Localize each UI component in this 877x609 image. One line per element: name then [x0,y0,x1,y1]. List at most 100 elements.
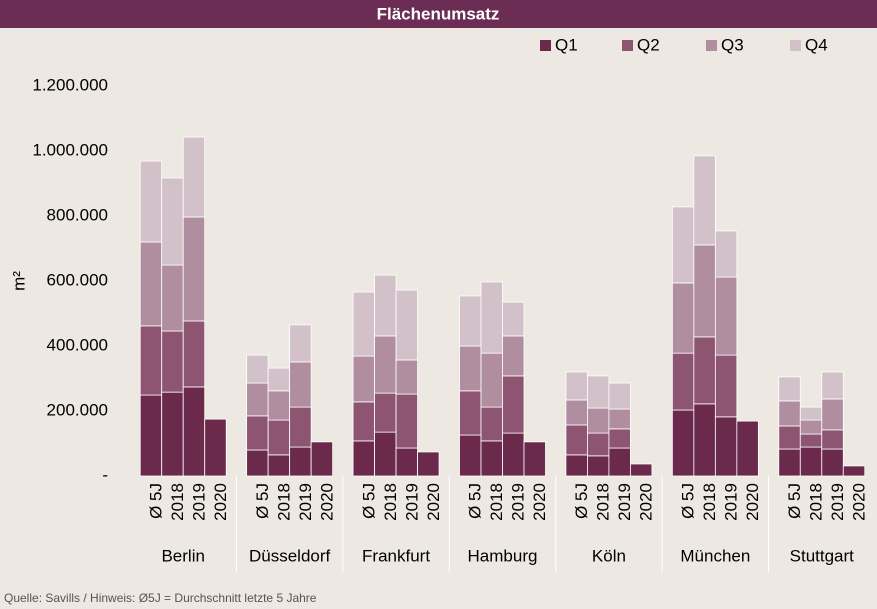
x-tick-label: 2020 [743,483,762,521]
bar-segment [310,441,334,477]
bar-segment [821,448,844,477]
x-tick-label: 2019 [828,483,847,521]
bar-segment [608,428,631,449]
bar-segment [139,241,163,327]
y-tick-label: 1.200.000 [32,75,108,94]
bar-segment [246,449,269,477]
bar-segment [842,465,866,477]
bar-segment [480,352,503,408]
bar-segment [139,394,163,477]
bar-segment [821,398,844,431]
bar-segment [395,289,418,361]
bar-segment [395,393,418,449]
bar-segment [395,359,418,395]
group-label: München [680,546,750,565]
bar-segment [289,324,312,363]
y-tick-label: 1.000.000 [32,140,108,159]
bar-segment [736,420,759,477]
bar-segment [693,244,716,338]
bar-segment [417,451,440,477]
bar-segment [139,160,163,243]
x-tick-label: 2020 [211,483,230,521]
bar-segment [267,390,291,421]
bar-segment [778,425,801,450]
x-tick-label: Ø 5J [253,483,272,519]
bar-segment [502,335,525,377]
bar-segment [799,433,823,448]
bar-segment [246,415,269,451]
legend-swatch [622,40,633,51]
bar-segment [587,407,610,434]
bar-segment [714,416,738,477]
x-tick-label: 2018 [700,483,719,521]
bar-segment [374,431,397,477]
bar-segment [565,424,588,456]
bar-segment [523,441,546,477]
bar-segment [608,382,631,410]
x-tick-label: 2018 [807,483,826,521]
x-tick-label: 2020 [317,483,336,521]
x-tick-label: 2018 [381,483,400,521]
bar-segment [289,406,312,448]
y-tick-label: 600.000 [47,270,108,289]
bar-segment [352,355,375,403]
bar-segment [182,136,206,218]
legend-swatch [540,40,551,51]
bar-segment [459,295,482,347]
x-tick-label: Ø 5J [785,483,804,519]
group-label: Hamburg [468,546,538,565]
x-tick-label: Ø 5J [466,483,485,519]
group-label: Berlin [161,546,204,565]
bar-segment [480,406,503,442]
x-tick-label: 2018 [594,483,613,521]
bar-segment [671,352,695,411]
bar-segment [352,401,375,442]
bar-segment [714,276,738,356]
bar-segment [821,371,844,400]
legend-label: Q3 [721,35,744,54]
x-tick-label: 2020 [530,483,549,521]
y-tick-label: 400.000 [47,335,108,354]
bar-segment [714,354,738,418]
chart-title: Flächenumsatz [377,4,500,23]
x-tick-label: 2019 [722,483,741,521]
bar-segment [671,282,695,354]
x-tick-label: 2020 [637,483,656,521]
bar-segment [289,446,312,477]
bar-segment [799,419,823,435]
bar-segment [161,177,184,266]
group-label: Köln [592,546,626,565]
bar-segment [714,230,738,278]
title-bar [0,0,877,28]
y-tick-label: 200.000 [47,400,108,419]
bar-segment [182,386,206,477]
bar-segment [374,392,397,433]
bar-segment [267,367,291,392]
bar-segment [246,382,269,417]
bar-segment [161,264,184,332]
bar-segment [459,434,482,477]
x-tick-label: Ø 5J [359,483,378,519]
group-label: Düsseldorf [249,546,331,565]
bar-segment [821,429,844,450]
group-label: Stuttgart [790,546,855,565]
bar-segment [693,155,716,246]
y-tick-label: - [102,465,108,484]
x-tick-label: 2020 [850,483,869,521]
bar-segment [352,291,375,357]
bar-segment [799,406,823,421]
bar-segment [289,361,312,408]
bar-segment [374,335,397,394]
y-axis-label: m² [9,271,28,291]
legend-label: Q4 [805,35,828,54]
x-tick-label: 2019 [402,483,421,521]
bar-segment [565,371,588,401]
legend-swatch [790,40,801,51]
x-tick-label: Ø 5J [679,483,698,519]
bar-segment [139,325,163,396]
bar-segment [459,345,482,392]
bar-segment [587,375,610,409]
group-label: Frankfurt [362,546,430,565]
bar-segment [693,336,716,405]
